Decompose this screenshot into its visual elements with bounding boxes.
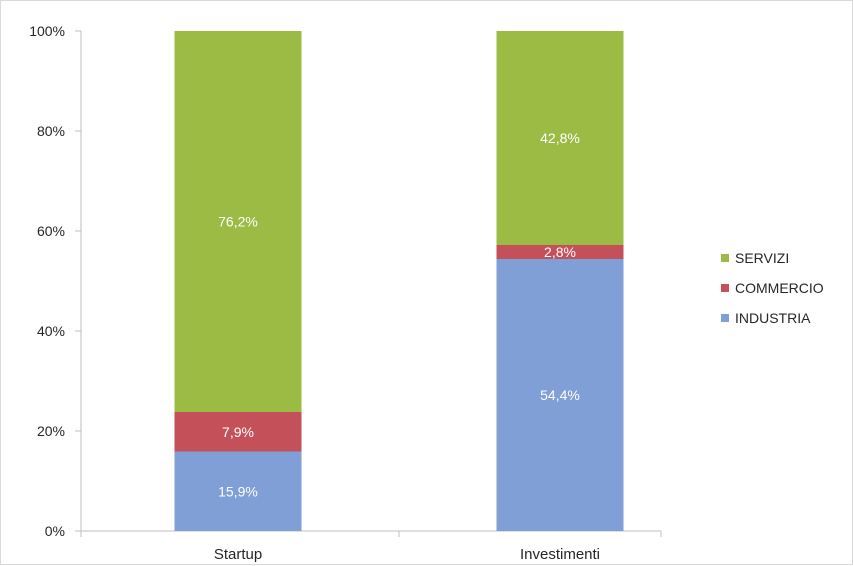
x-category-label: Startup xyxy=(214,546,262,563)
y-tick-label: 100% xyxy=(29,23,65,39)
data-label-startup-industria: 15,9% xyxy=(218,483,258,499)
y-tick-label: 20% xyxy=(37,423,65,439)
legend-swatch-servizi xyxy=(721,254,729,262)
legend-swatch-industria xyxy=(721,314,729,322)
bar-startup-industria xyxy=(174,451,302,531)
data-label-startup-servizi: 76,2% xyxy=(218,214,258,230)
bar-investimenti-commercio xyxy=(496,245,624,259)
axes: 0% 20% 40% 60% 80% 100% Startup Investimenti xyxy=(29,23,662,563)
y-tick-label: 60% xyxy=(37,223,65,239)
data-label-investimenti-servizi: 42,8% xyxy=(540,130,580,146)
x-category-label: Investimenti xyxy=(520,546,600,563)
legend-label-industria: INDUSTRIA xyxy=(735,310,811,326)
bar-startup-servizi xyxy=(174,31,302,412)
bar-investimenti-industria xyxy=(496,259,624,531)
legend: SERVIZI COMMERCIO INDUSTRIA xyxy=(721,250,824,326)
data-labels: 15,9% 7,9% 76,2% 54,4% 2,8% 42,8% xyxy=(218,130,580,499)
legend-label-servizi: SERVIZI xyxy=(735,250,789,266)
y-tick-label: 80% xyxy=(37,123,65,139)
bars xyxy=(174,31,624,531)
y-tick-label: 0% xyxy=(45,523,65,539)
y-tick-label: 40% xyxy=(37,323,65,339)
data-label-investimenti-commercio: 2,8% xyxy=(544,244,576,260)
legend-swatch-commercio xyxy=(721,284,729,292)
bar-investimenti-servizi xyxy=(496,31,624,245)
data-label-investimenti-industria: 54,4% xyxy=(540,387,580,403)
legend-label-commercio: COMMERCIO xyxy=(735,280,824,296)
data-label-startup-commercio: 7,9% xyxy=(222,424,254,440)
bar-startup-commercio xyxy=(174,412,302,452)
